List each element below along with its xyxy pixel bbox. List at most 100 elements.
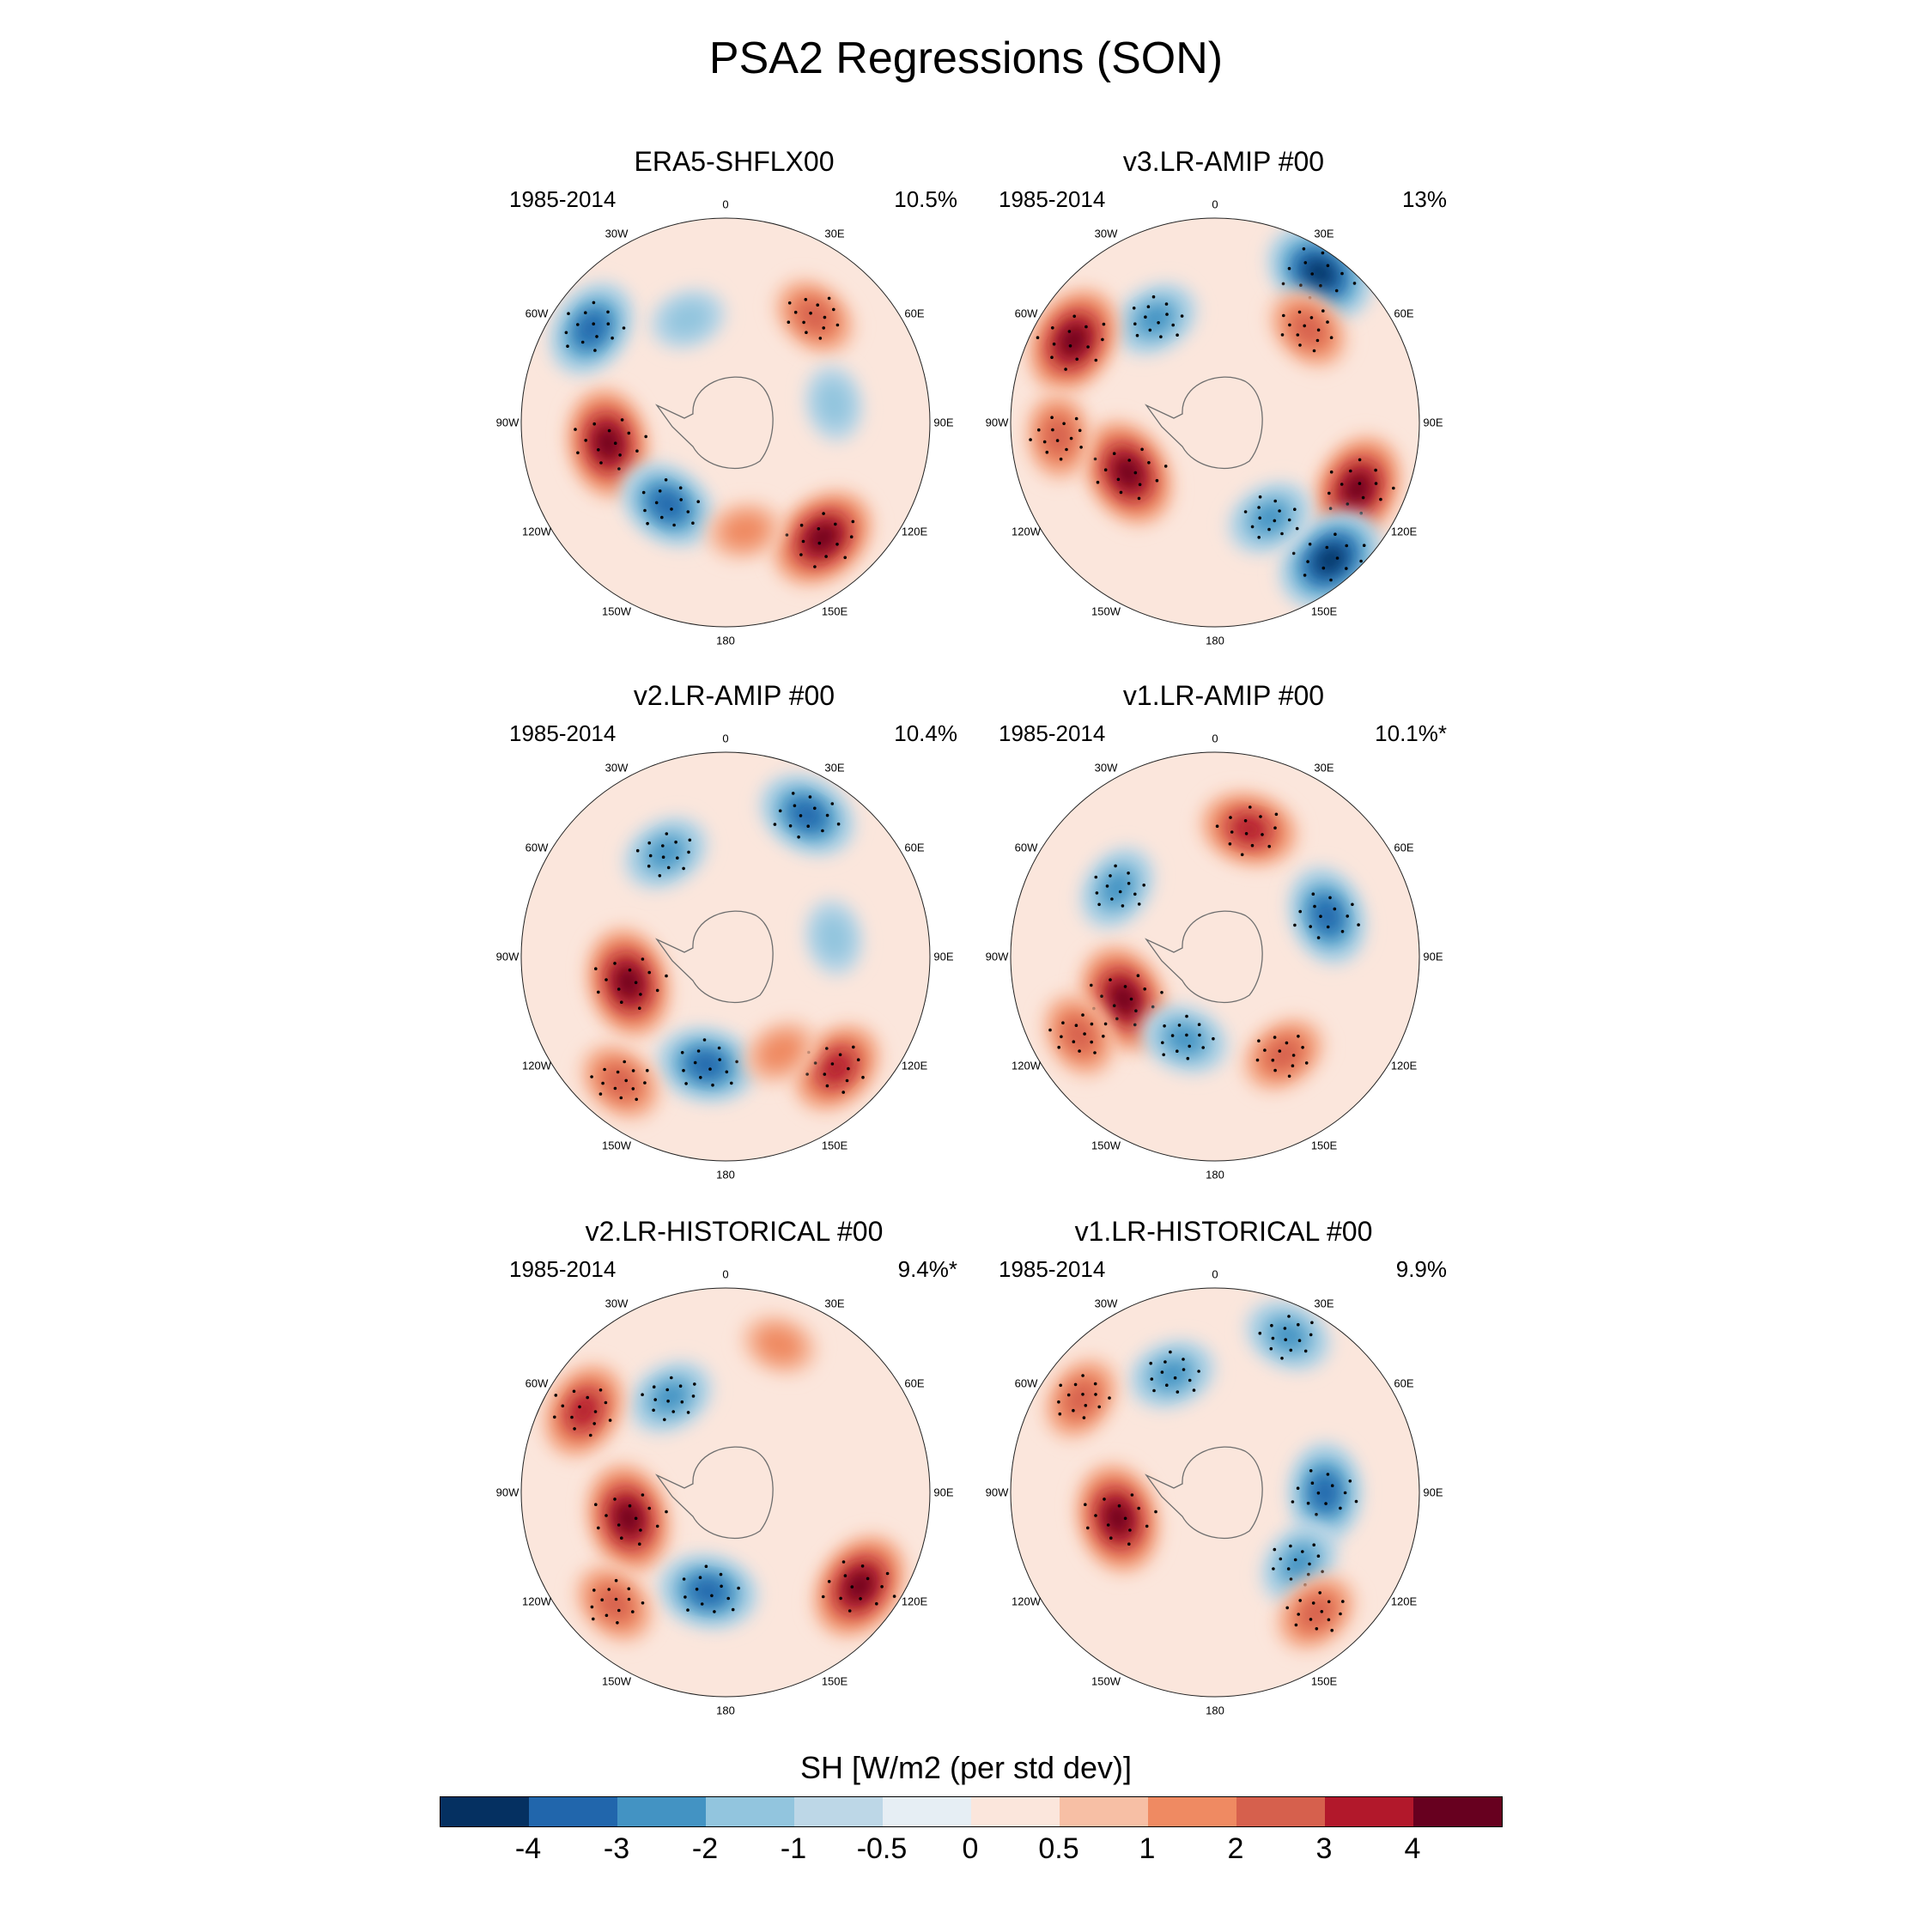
significance-dot bbox=[1341, 1600, 1345, 1603]
significance-dot bbox=[613, 441, 617, 445]
significance-dot bbox=[628, 1504, 632, 1508]
significance-dot bbox=[641, 1493, 645, 1497]
significance-dot bbox=[799, 523, 804, 527]
significance-dot bbox=[843, 1574, 848, 1577]
significance-dot bbox=[1117, 1504, 1121, 1508]
significance-dot bbox=[1072, 1408, 1075, 1413]
significance-dot bbox=[1354, 1499, 1358, 1504]
significance-dot bbox=[691, 1394, 696, 1398]
polar-map bbox=[1010, 217, 1420, 628]
longitude-label: 90W bbox=[495, 950, 519, 963]
significance-dot bbox=[787, 320, 791, 324]
significance-dot bbox=[635, 449, 639, 453]
significance-dot bbox=[1127, 459, 1131, 462]
longitude-label: 90E bbox=[933, 1485, 954, 1499]
significance-dot bbox=[1212, 1036, 1215, 1041]
significance-dot bbox=[1326, 264, 1330, 268]
anomaly-contour bbox=[651, 489, 684, 520]
significance-dot bbox=[825, 813, 829, 817]
antarctica-coastline bbox=[655, 910, 774, 1004]
significance-dot bbox=[1121, 904, 1125, 908]
significance-dot bbox=[1109, 874, 1112, 878]
significance-dot bbox=[861, 1075, 865, 1079]
anomaly-contour bbox=[576, 312, 607, 345]
significance-dot bbox=[845, 1078, 849, 1083]
significance-dot bbox=[1316, 328, 1321, 332]
significance-dot bbox=[1062, 422, 1066, 426]
colorbar-tick-label: -1 bbox=[780, 1832, 807, 1865]
significance-dot bbox=[620, 1000, 623, 1004]
significance-dot bbox=[1250, 525, 1255, 529]
significance-dot bbox=[1271, 1336, 1275, 1340]
map-border bbox=[520, 217, 931, 628]
panel-title: v2.LR-HISTORICAL #00 bbox=[585, 1216, 884, 1247]
significance-dot bbox=[1180, 314, 1184, 318]
significance-dot bbox=[1170, 1034, 1175, 1037]
significance-dot bbox=[1270, 1323, 1273, 1327]
significance-dot bbox=[1105, 884, 1109, 888]
significance-dot bbox=[1160, 991, 1163, 994]
significance-dot bbox=[1301, 1550, 1304, 1553]
significance-dot bbox=[647, 1506, 651, 1510]
significance-dot bbox=[1358, 482, 1362, 485]
significance-dot bbox=[1086, 1526, 1090, 1530]
longitude-label: 30W bbox=[1094, 1297, 1118, 1310]
longitude-label: 30W bbox=[1094, 227, 1118, 240]
significance-dot bbox=[1152, 1388, 1156, 1393]
significance-dot bbox=[1278, 509, 1281, 513]
significance-dot bbox=[838, 1053, 842, 1057]
panel-percent: 10.5% bbox=[894, 186, 957, 212]
significance-dot bbox=[1325, 545, 1329, 550]
anomaly-contour bbox=[1312, 1474, 1339, 1510]
significance-dot bbox=[1164, 302, 1169, 306]
significance-dot bbox=[866, 1577, 870, 1581]
significance-dot bbox=[1066, 1393, 1071, 1397]
significance-dot bbox=[1072, 1040, 1076, 1043]
significance-dot bbox=[1287, 266, 1291, 270]
significance-dot bbox=[1115, 1017, 1119, 1021]
significance-dot bbox=[892, 1595, 896, 1598]
significance-dot bbox=[613, 962, 617, 965]
panel-period: 1985-2014 bbox=[999, 186, 1106, 212]
significance-dot bbox=[641, 1601, 645, 1605]
significance-dot bbox=[606, 322, 611, 325]
significance-dot bbox=[592, 422, 596, 426]
polar-map bbox=[1010, 751, 1420, 1162]
significance-dot bbox=[711, 1083, 714, 1087]
significance-dot bbox=[604, 1400, 608, 1405]
significance-dot bbox=[1328, 896, 1332, 900]
significance-dot bbox=[1282, 313, 1285, 318]
longitude-label: 90E bbox=[933, 950, 954, 963]
longitude-label: 120E bbox=[1390, 1059, 1418, 1072]
significance-dot bbox=[1361, 495, 1365, 500]
significance-dot bbox=[1288, 323, 1291, 327]
significance-dot bbox=[1258, 1331, 1262, 1335]
significance-dot bbox=[631, 1087, 635, 1091]
significance-dot bbox=[1315, 1627, 1319, 1631]
significance-dot bbox=[804, 298, 808, 301]
significance-dot bbox=[647, 864, 651, 868]
significance-dot bbox=[614, 1597, 618, 1601]
anomaly-contour bbox=[821, 1052, 853, 1084]
significance-dot bbox=[1148, 328, 1152, 332]
significance-dot bbox=[1316, 1492, 1321, 1495]
significance-dot bbox=[655, 1524, 659, 1528]
colorbar-segment bbox=[971, 1797, 1060, 1826]
significance-dot bbox=[1291, 551, 1296, 556]
significance-dot bbox=[1094, 1393, 1097, 1396]
longitude-label: 30W bbox=[605, 227, 629, 240]
significance-dot bbox=[1359, 511, 1363, 515]
significance-dot bbox=[1358, 458, 1362, 462]
significance-dot bbox=[1319, 283, 1322, 288]
significance-dot bbox=[1142, 884, 1145, 887]
longitude-label: 120E bbox=[901, 1595, 928, 1608]
significance-dot bbox=[1359, 559, 1363, 563]
significance-dot bbox=[788, 824, 793, 828]
longitude-label: 0 bbox=[1212, 197, 1218, 211]
significance-dot bbox=[594, 1503, 598, 1506]
longitude-label: 60W bbox=[525, 1376, 549, 1390]
longitude-label: 180 bbox=[1206, 1168, 1224, 1182]
significance-dot bbox=[856, 1058, 860, 1061]
significance-dot bbox=[806, 824, 810, 828]
significance-dot bbox=[1127, 872, 1130, 875]
